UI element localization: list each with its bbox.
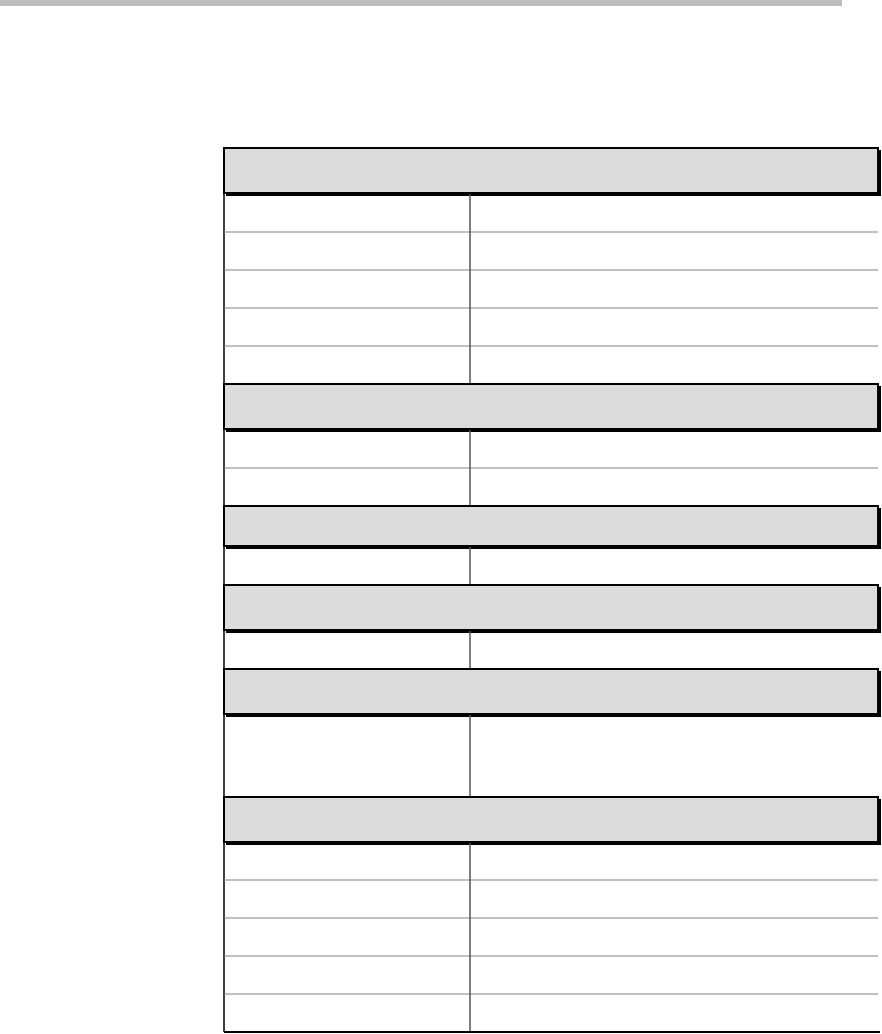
table: [223, 147, 881, 1033]
rows: [224, 430, 878, 506]
section-header: [223, 147, 879, 194]
rows: [224, 194, 878, 384]
section-header: [223, 505, 879, 547]
section-header: [223, 383, 879, 430]
section-header: [223, 584, 879, 631]
rows: [224, 843, 878, 1032]
section-header: [223, 668, 879, 715]
top-bar: [0, 0, 842, 6]
section-header: [223, 796, 879, 843]
